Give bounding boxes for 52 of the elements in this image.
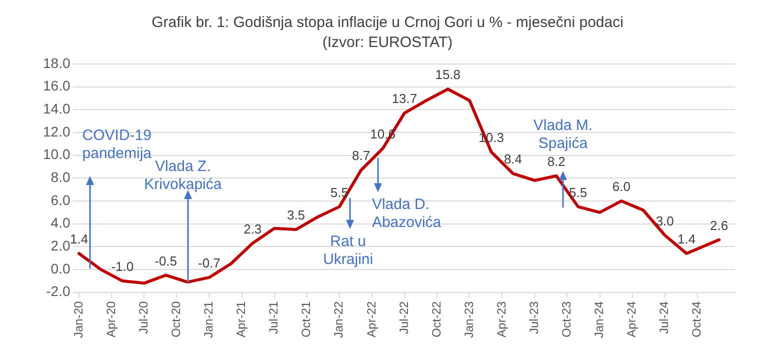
data-label: -0.5 — [154, 253, 178, 268]
data-label: 15.8 — [435, 67, 461, 82]
y-tick-label: 10.0 — [43, 146, 70, 162]
x-tick-label: Jan-20 — [71, 300, 86, 338]
x-tick-label: Oct-23 — [560, 300, 574, 338]
data-label: 2.3 — [244, 221, 262, 236]
y-tick-label: 2.0 — [50, 238, 70, 254]
x-tick-label: Apr-21 — [234, 300, 248, 338]
chart-subtitle: (Izvor: EUROSTAT) — [322, 34, 453, 52]
x-tick-label: Apr-20 — [104, 300, 118, 338]
data-label: 3.5 — [286, 208, 306, 223]
y-tick-label: 18.0 — [43, 54, 70, 71]
x-tick-label: Jan-22 — [332, 300, 346, 338]
annotation: Vlada M. Spajića — [533, 116, 593, 152]
chart-title: Grafik br. 1: Godišnja stopa inflacije u Crnoj Gori u % - mjesečni podaci — [152, 14, 624, 32]
data-label: 1.4 — [678, 232, 696, 247]
annotation: Vlada D. Abazovića — [372, 196, 442, 232]
data-label: 2.6 — [710, 218, 728, 233]
data-label: 1.4 — [70, 232, 88, 247]
data-label: 8.2 — [547, 154, 566, 169]
x-tick-label: Jul-24 — [657, 300, 672, 334]
data-label: 5.5 — [569, 184, 588, 200]
x-tick-label: Oct-20 — [168, 300, 183, 338]
data-label: -1.0 — [111, 258, 134, 274]
y-tick-label: 14.0 — [43, 100, 70, 117]
x-tick-label: Jul-23 — [526, 300, 541, 334]
x-tick-label: Jan-24 — [592, 300, 606, 338]
y-tick-label: 16.0 — [43, 78, 70, 94]
x-tick-label: Apr-23 — [494, 300, 508, 338]
x-tick-label: Jul-21 — [266, 300, 281, 334]
data-label: 13.7 — [392, 91, 418, 106]
data-label: 6.0 — [612, 179, 630, 194]
x-tick-label: Oct-24 — [690, 300, 704, 338]
y-tick-label: 4.0 — [50, 214, 70, 231]
y-tick-label: 0.0 — [50, 260, 70, 276]
x-tick-label: Jan-23 — [462, 300, 476, 338]
y-tick-label: 12.0 — [43, 123, 70, 140]
data-label: -0.7 — [198, 256, 220, 271]
x-tick-label: Apr-24 — [624, 300, 639, 338]
x-tick-label: Oct-22 — [429, 300, 444, 338]
y-tick-label: -2.0 — [46, 283, 70, 300]
data-label: 8.7 — [352, 148, 370, 164]
y-tick-label: 8.0 — [50, 169, 70, 186]
data-label: 3.0 — [656, 213, 674, 228]
annotation: Rat u Ukrajini — [323, 232, 374, 269]
data-label: 8.4 — [504, 152, 522, 167]
x-tick-label: Jul-22 — [396, 300, 411, 334]
y-tick-label: 6.0 — [50, 192, 70, 208]
x-tick-label: Jan-21 — [202, 300, 216, 338]
x-tick-label: Apr-22 — [364, 300, 378, 338]
x-tick-label: Oct-21 — [299, 300, 314, 338]
x-tick-label: Jul-20 — [136, 300, 150, 334]
